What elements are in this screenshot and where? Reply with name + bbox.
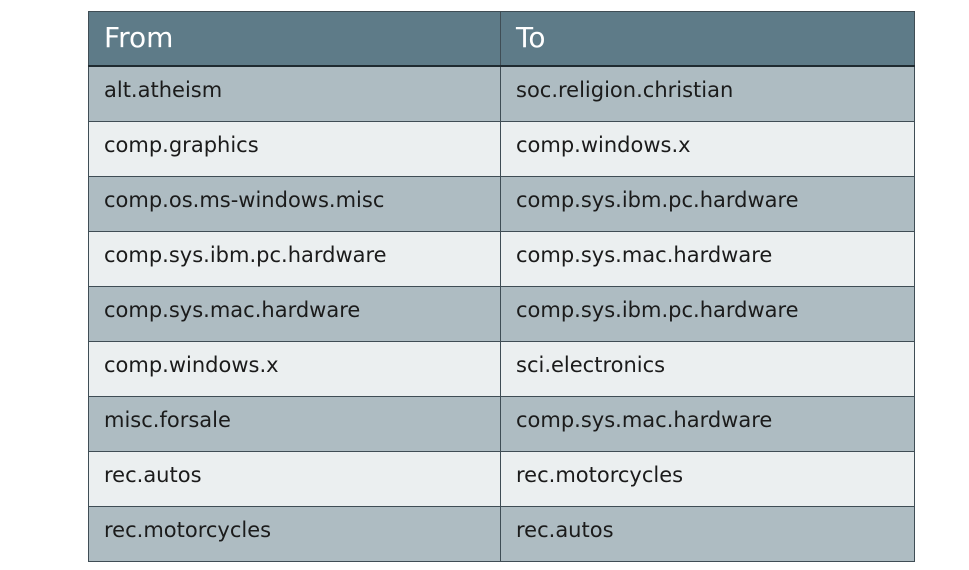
mapping-table: From To alt.atheism soc.religion.christi…	[88, 11, 915, 562]
table-header: From To	[88, 11, 915, 67]
from-cell: rec.autos	[88, 450, 501, 507]
to-cell: comp.sys.mac.hardware	[500, 395, 915, 452]
from-cell: rec.motorcycles	[88, 505, 501, 562]
header-row: From To	[88, 11, 915, 67]
from-cell: comp.windows.x	[88, 340, 501, 397]
column-header-from: From	[88, 11, 501, 67]
from-cell: comp.graphics	[88, 120, 501, 177]
table-row: comp.graphics comp.windows.x	[88, 120, 915, 177]
table-row: alt.atheism soc.religion.christian	[88, 65, 915, 122]
from-cell: comp.os.ms-windows.misc	[88, 175, 501, 232]
to-cell: comp.windows.x	[500, 120, 915, 177]
table-row: comp.os.ms-windows.misc comp.sys.ibm.pc.…	[88, 175, 915, 232]
table-row: rec.motorcycles rec.autos	[88, 505, 915, 562]
table-row: rec.autos rec.motorcycles	[88, 450, 915, 507]
to-cell: soc.religion.christian	[500, 65, 915, 122]
table-row: comp.sys.mac.hardware comp.sys.ibm.pc.ha…	[88, 285, 915, 342]
to-cell: comp.sys.mac.hardware	[500, 230, 915, 287]
to-cell: rec.motorcycles	[500, 450, 915, 507]
from-cell: comp.sys.mac.hardware	[88, 285, 501, 342]
column-header-to: To	[500, 11, 915, 67]
to-cell: comp.sys.ibm.pc.hardware	[500, 175, 915, 232]
to-cell: rec.autos	[500, 505, 915, 562]
from-cell: misc.forsale	[88, 395, 501, 452]
table-row: comp.windows.x sci.electronics	[88, 340, 915, 397]
table-body: alt.atheism soc.religion.christian comp.…	[88, 65, 915, 562]
table-row: comp.sys.ibm.pc.hardware comp.sys.mac.ha…	[88, 230, 915, 287]
to-cell: comp.sys.ibm.pc.hardware	[500, 285, 915, 342]
from-cell: comp.sys.ibm.pc.hardware	[88, 230, 501, 287]
to-cell: sci.electronics	[500, 340, 915, 397]
from-cell: alt.atheism	[88, 65, 501, 122]
table-row: misc.forsale comp.sys.mac.hardware	[88, 395, 915, 452]
